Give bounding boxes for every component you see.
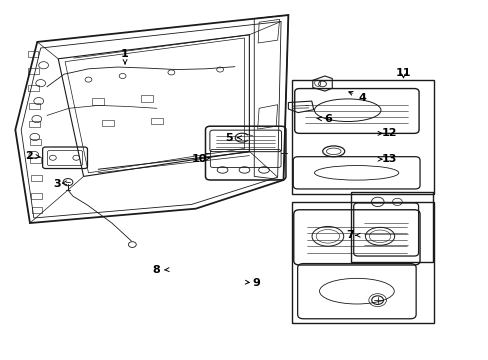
Text: 3: 3 <box>53 179 61 189</box>
Bar <box>102 120 114 126</box>
Bar <box>151 118 162 125</box>
Text: 4: 4 <box>358 93 366 103</box>
Bar <box>30 139 41 145</box>
Text: 1: 1 <box>121 49 129 59</box>
Bar <box>350 192 432 262</box>
Text: 8: 8 <box>152 265 159 275</box>
Bar <box>292 202 433 323</box>
Bar <box>27 51 38 57</box>
Bar <box>31 193 42 199</box>
Bar <box>92 98 104 105</box>
Text: 11: 11 <box>395 68 410 78</box>
Text: 13: 13 <box>381 154 397 164</box>
Bar <box>28 85 39 91</box>
Bar <box>292 80 433 194</box>
Bar <box>32 207 42 213</box>
Bar <box>30 157 41 163</box>
Text: 12: 12 <box>381 129 397 138</box>
Bar <box>31 175 41 181</box>
Bar <box>141 95 153 102</box>
Text: 2: 2 <box>25 150 33 161</box>
Text: 6: 6 <box>324 114 332 124</box>
Text: 10: 10 <box>192 154 207 164</box>
Text: 5: 5 <box>224 133 232 143</box>
Bar <box>29 121 40 127</box>
Text: 7: 7 <box>345 230 353 240</box>
Bar <box>29 103 40 109</box>
Text: 9: 9 <box>252 278 260 288</box>
Bar <box>28 68 39 74</box>
